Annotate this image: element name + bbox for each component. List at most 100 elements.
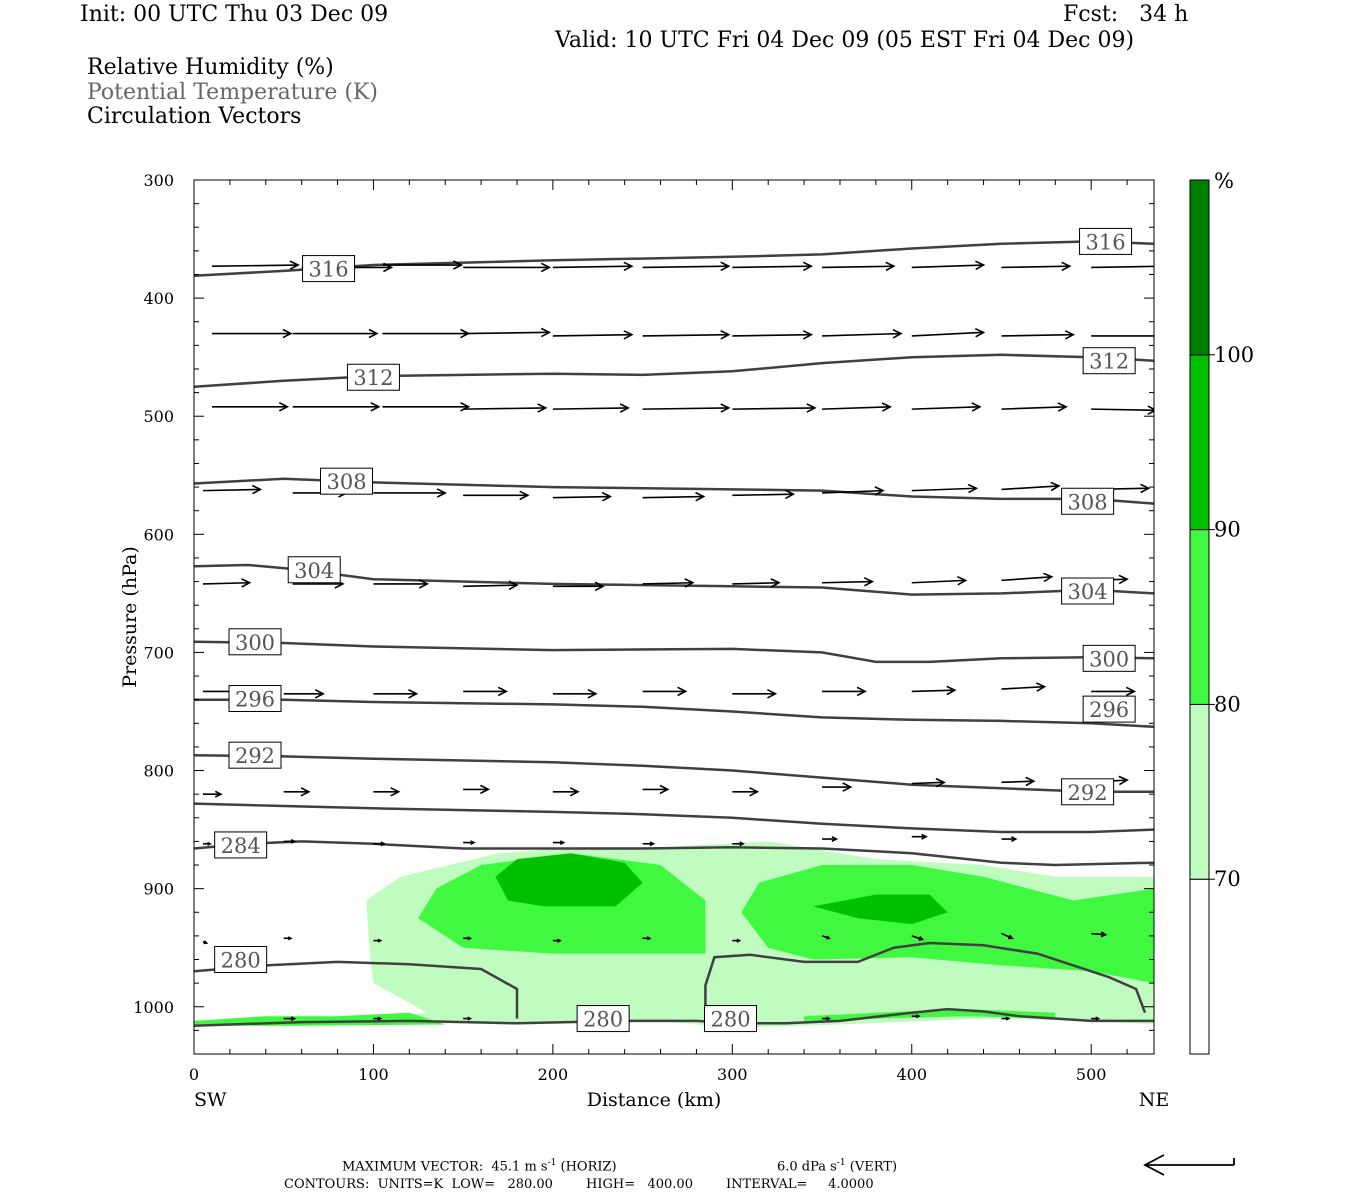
theta-contour-unlabeled-7 <box>194 802 1154 834</box>
vector-head <box>1057 402 1068 412</box>
vector-head <box>935 777 946 788</box>
circulation-vector <box>202 841 212 846</box>
contour-label-box <box>1079 227 1133 255</box>
circulation-vector <box>642 936 652 941</box>
vector-head <box>508 580 519 591</box>
vector-shaft <box>463 407 546 410</box>
vector-head <box>915 1014 921 1019</box>
reference-vector <box>1143 1154 1235 1176</box>
field-theta: Potential Temperature (K) <box>87 80 378 105</box>
colorbar-bin-2 <box>1189 529 1210 705</box>
vector-shaft <box>822 405 891 410</box>
theta-contour-284 <box>194 840 1154 867</box>
contour-label-box <box>576 1005 630 1033</box>
y-tick-label: 900 <box>143 880 174 899</box>
vector-head <box>695 491 706 502</box>
circulation-vector <box>463 403 548 413</box>
vector-shaft <box>911 487 977 492</box>
circulation-vector <box>1091 335 1154 337</box>
circulation-vector <box>732 330 814 340</box>
contour-label-box <box>214 831 268 859</box>
x-tick-label: 100 <box>358 1065 389 1084</box>
vector-shaft <box>1001 576 1052 582</box>
circulation-vector <box>552 403 630 413</box>
max-vector-text: MAXIMUM VECTOR: 45.1 m s-1 (HORIZ) <box>342 1158 617 1174</box>
theta-contour-304 <box>194 563 1154 596</box>
circulation-vector <box>911 1014 921 1019</box>
vector-head <box>649 841 656 847</box>
max-vector-horiz-label: (HORIZ) <box>556 1159 617 1175</box>
y-tick-label: 800 <box>143 762 174 781</box>
vector-head <box>1035 682 1047 692</box>
vector-head <box>677 686 688 697</box>
circulation-vector <box>283 787 311 797</box>
circulation-vector <box>911 327 986 338</box>
vector-shaft <box>1091 408 1154 412</box>
circulation-vector <box>911 483 979 494</box>
contour-label-292: 292 <box>1061 778 1115 806</box>
vector-head <box>540 262 552 273</box>
contour-label-text: 304 <box>1068 580 1108 604</box>
circulation-vector <box>642 261 731 272</box>
theta-contour-unlabeled-10 <box>704 941 1147 1019</box>
circulation-vector <box>211 328 293 339</box>
contour-label-296: 296 <box>228 684 282 712</box>
contour-label-text: 316 <box>309 258 349 282</box>
vector-head <box>623 261 634 272</box>
reference-vector-head <box>1143 1154 1165 1176</box>
y-tick-label: 600 <box>143 525 174 544</box>
vector-shaft <box>642 407 729 410</box>
vector-shaft <box>1091 932 1106 936</box>
vector-head <box>767 688 778 699</box>
vector-head <box>881 402 892 412</box>
contour-label-text: 308 <box>326 470 366 494</box>
vector-head <box>856 686 867 697</box>
circulation-vector <box>642 686 688 697</box>
vector-head <box>1118 574 1129 585</box>
vector-head <box>569 787 580 797</box>
circulation-vector <box>373 787 401 797</box>
vector-head <box>918 936 925 941</box>
vector-head <box>971 402 982 412</box>
contour-label-text: 292 <box>1068 781 1108 805</box>
vector-head <box>974 327 986 338</box>
contour-label-text: 284 <box>221 834 261 858</box>
circulation-vector <box>911 260 986 271</box>
vector-head <box>467 936 473 941</box>
contour-label-280: 280 <box>214 946 268 974</box>
vector-head <box>806 403 817 413</box>
contour-label-text: 300 <box>235 631 275 655</box>
circulation-vector <box>642 403 731 413</box>
vector-shaft <box>822 265 894 269</box>
circulation-vector <box>732 578 781 588</box>
contour-label-text: 296 <box>235 687 275 711</box>
vector-head <box>594 581 605 592</box>
vector-shaft <box>642 581 693 585</box>
vector-head <box>863 576 875 587</box>
contour-label-box <box>228 684 282 712</box>
vector-shaft <box>911 689 955 693</box>
max-vector-horiz-unit: -1 <box>547 1158 557 1168</box>
vector-head <box>720 403 731 413</box>
circulation-vector <box>1091 931 1108 938</box>
circulation-vector <box>822 486 885 496</box>
x-tick-label: 200 <box>538 1065 569 1084</box>
contour-label-312: 312 <box>1082 347 1136 375</box>
forecast-hour: Fcst: 34 h <box>1063 2 1189 27</box>
contour-label-box <box>1082 347 1136 375</box>
contour-label-text: 304 <box>294 559 334 583</box>
circulation-vector <box>552 938 562 943</box>
colorbar-label: 100 <box>1214 343 1254 367</box>
contour-label-box <box>1082 644 1136 672</box>
vector-head <box>519 490 530 501</box>
vector-head <box>831 836 839 843</box>
vector-head <box>540 327 552 338</box>
max-vector-vert-unit: -1 <box>836 1158 846 1168</box>
vector-head <box>957 575 968 586</box>
circulation-vector <box>732 261 814 272</box>
max-vector-horiz-value: MAXIMUM VECTOR: 45.1 m s <box>342 1159 548 1175</box>
y-tick-label: 1000 <box>133 998 174 1017</box>
vector-shaft <box>1001 405 1067 410</box>
circulation-vector <box>463 580 519 591</box>
vector-shaft <box>911 781 945 785</box>
